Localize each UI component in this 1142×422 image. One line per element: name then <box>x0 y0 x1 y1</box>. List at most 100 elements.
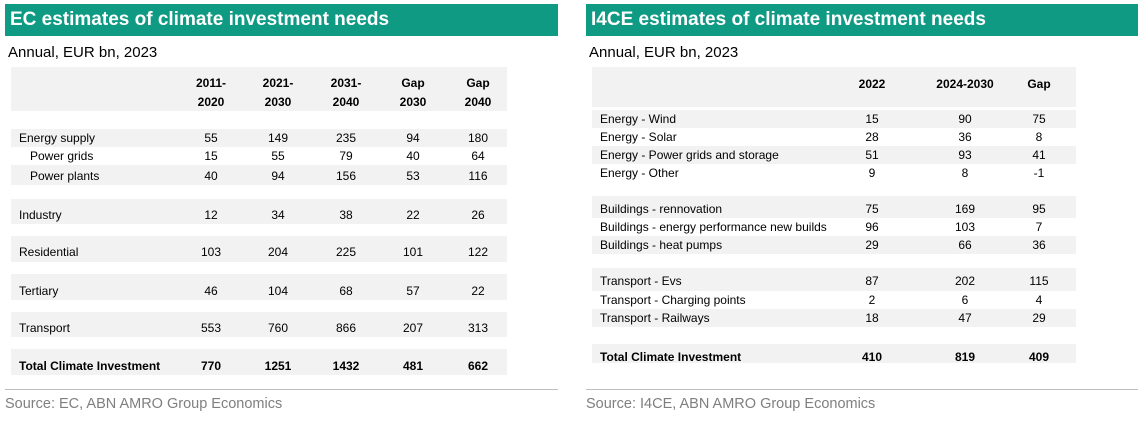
table-cell: 116 <box>468 169 488 183</box>
left-row-separator <box>11 111 507 129</box>
table-cell: 662 <box>467 359 489 373</box>
i4ce-table: 2022 2024-2030 Gap Energy - Wind 15 90 75 En… <box>592 67 1076 366</box>
table-cell: 75 <box>865 202 879 216</box>
row-label: Total Climate Investment <box>600 350 742 364</box>
table-row: Buildings - rennovation 75 169 95 <box>592 200 1076 218</box>
table-row: Buildings - heat pumps 29 66 36 <box>592 236 1076 254</box>
table-cell: 34 <box>271 208 285 222</box>
ec-title: EC estimates of climate investment needs <box>5 4 558 36</box>
table-cell: 64 <box>471 149 485 163</box>
i4ce-divider <box>586 389 1138 390</box>
left-row-separator <box>11 337 507 349</box>
table-cell: 68 <box>339 284 353 298</box>
table-cell: 38 <box>339 208 353 222</box>
table-cell: 29 <box>865 238 879 252</box>
row-label: Power grids <box>30 149 94 163</box>
table-cell: 8 <box>1035 130 1043 144</box>
table-cell: 156 <box>335 169 357 183</box>
ec-table: 2011- 2020 2021- 2030 2031- 2040 Gap 2030 Ga… <box>11 67 507 389</box>
i4ce-col-gap: Gap <box>1027 77 1051 91</box>
table-cell: 90 <box>958 112 972 126</box>
table-row: Energy - Wind 15 90 75 <box>592 110 1076 128</box>
i4ce-title: I4CE estimates of climate investment nee… <box>586 4 1138 36</box>
table-cell: 202 <box>954 274 976 288</box>
right-row-separator <box>592 182 1076 196</box>
row-label: Transport - Evs <box>600 274 682 288</box>
table-cell: 169 <box>954 202 976 216</box>
table-cell: 866 <box>335 321 357 335</box>
table-cell: 235 <box>335 131 357 145</box>
table-cell: 115 <box>1029 274 1049 288</box>
row-label: Tertiary <box>19 284 59 298</box>
row-label: Energy supply <box>19 131 96 145</box>
table-cell: 1432 <box>332 359 360 373</box>
row-label: Energy - Solar <box>600 130 677 144</box>
table-cell: 101 <box>402 245 424 259</box>
table-cell: 75 <box>1032 112 1046 126</box>
table-row: Residential 103 204 225 101 122 <box>11 243 507 261</box>
table-row: Tertiary 46 104 68 57 22 <box>11 282 507 300</box>
row-label: Buildings - rennovation <box>600 202 723 216</box>
ec-col-gap-2030: Gap 2030 <box>399 76 427 109</box>
table-cell: 7 <box>1035 220 1043 234</box>
table-row: Energy - Solar 28 36 8 <box>592 128 1076 146</box>
table-row: Buildings - energy performance new build… <box>592 218 1076 236</box>
table-cell: 93 <box>958 148 972 162</box>
row-label: Total Climate Investment <box>19 359 161 373</box>
row-label: Energy - Power grids and storage <box>600 148 779 162</box>
table-cell: 103 <box>200 245 222 259</box>
left-row-separator <box>11 224 507 236</box>
table-cell: 207 <box>402 321 424 335</box>
row-label: Energy - Other <box>600 166 679 180</box>
row-label: Residential <box>19 245 79 259</box>
table-row: Total Climate Investment 410 819 409 <box>592 348 1076 366</box>
table-cell: 22 <box>406 208 420 222</box>
ec-col-gap-2040: Gap 2040 <box>464 76 492 109</box>
left-row-separator <box>11 262 507 274</box>
left-row-separator <box>11 300 507 312</box>
table-cell: 22 <box>471 284 485 298</box>
table-row: Power plants 40 94 156 53 116 <box>11 167 507 185</box>
table-cell: 760 <box>267 321 289 335</box>
table-cell: 36 <box>1032 238 1046 252</box>
table-cell: 96 <box>865 220 879 234</box>
right-row-separator <box>592 107 1076 110</box>
table-row: Total Climate Investment 770 1251 1432 481 66… <box>11 357 507 375</box>
table-cell: 41 <box>1032 148 1046 162</box>
table-cell: 95 <box>1032 202 1046 216</box>
table-cell: 15 <box>204 149 218 163</box>
table-cell: 28 <box>865 130 879 144</box>
table-row: Energy supply 55 149 235 94 180 <box>11 129 507 147</box>
table-cell: 770 <box>200 359 222 373</box>
table-cell: 204 <box>267 245 289 259</box>
table-cell: 46 <box>204 284 218 298</box>
table-row: Transport - Evs 87 202 115 <box>592 272 1076 290</box>
table-cell: 12 <box>204 208 218 222</box>
table-cell: 51 <box>865 148 879 162</box>
row-label: Buildings - energy performance new build… <box>600 220 827 234</box>
table-cell: 55 <box>204 131 218 145</box>
ec-col-2011-2020: 2011- 2020 <box>195 76 227 109</box>
table-cell: 40 <box>204 169 218 183</box>
table-cell: 40 <box>406 149 420 163</box>
right-row-separator <box>592 327 1076 344</box>
table-row: Transport - Railways 18 47 29 <box>592 309 1076 327</box>
table-cell: 36 <box>958 130 972 144</box>
table-cell: 57 <box>406 284 420 298</box>
table-row: Transport - Charging points 2 6 4 <box>592 291 1076 309</box>
table-cell: 94 <box>271 169 285 183</box>
table-cell: 481 <box>402 359 424 373</box>
table-cell: 149 <box>267 131 289 145</box>
table-cell: 15 <box>865 112 879 126</box>
i4ce-col-2024-2030: 2024-2030 <box>936 77 994 91</box>
table-cell: 819 <box>954 350 976 364</box>
i4ce-panel: I4CE estimates of climate investment nee… <box>586 4 1138 412</box>
table-cell: 55 <box>271 149 285 163</box>
left-row-separator <box>11 185 507 199</box>
ec-subtitle: Annual, EUR bn, 2023 <box>8 44 158 61</box>
table-cell: 122 <box>467 245 489 259</box>
row-label: Power plants <box>30 169 100 183</box>
i4ce-subtitle: Annual, EUR bn, 2023 <box>589 44 739 61</box>
table-cell: 103 <box>954 220 976 234</box>
table-cell: 29 <box>1032 311 1046 325</box>
